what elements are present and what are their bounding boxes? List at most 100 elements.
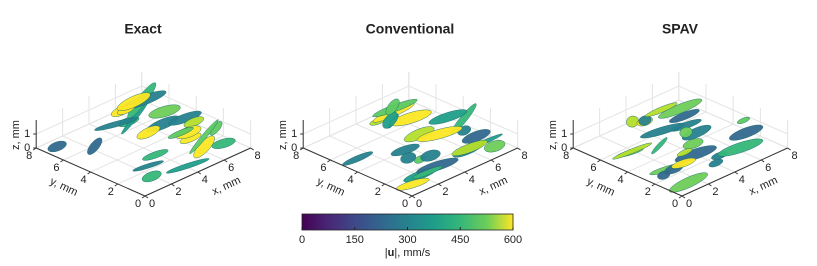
x-tick-label: 6	[228, 162, 234, 174]
tick-mark	[114, 183, 119, 187]
tick-mark	[411, 195, 416, 199]
tick-mark	[708, 183, 712, 187]
grid-line	[302, 85, 518, 135]
tick-mark	[60, 159, 64, 163]
x-axis-label: x, mm	[747, 174, 779, 198]
tick-mark	[197, 171, 202, 175]
isosurface	[717, 138, 764, 157]
x-tick-label: 8	[255, 150, 261, 162]
isosurface	[400, 152, 417, 164]
isosurface	[737, 116, 750, 124]
x-tick-label: 6	[765, 162, 771, 174]
isosurface	[428, 109, 468, 125]
x-tick-label: 2	[175, 186, 181, 198]
tick-mark	[250, 147, 254, 151]
colorbar-tick-label: 150	[346, 234, 364, 246]
z-tick-label: 1	[291, 128, 297, 140]
y-tick-label: 6	[53, 162, 59, 174]
isosurface	[669, 109, 700, 123]
y-tick-label: 2	[375, 186, 381, 198]
y-axis-label: y, mm	[585, 176, 616, 199]
tick-mark	[354, 171, 358, 175]
tick-mark	[651, 183, 656, 187]
x-tick-label: 0	[149, 198, 155, 210]
isosurface	[676, 148, 693, 157]
isosurface	[651, 137, 668, 155]
tick-mark	[87, 171, 91, 175]
tick-mark	[327, 159, 331, 163]
x-tick-label: 8	[792, 150, 798, 162]
x-axis-label: x, mm	[477, 174, 509, 198]
tick-mark	[408, 195, 413, 199]
isosurface	[708, 158, 724, 168]
y-axis-label: y, mm	[315, 176, 346, 199]
y-tick-label: 6	[320, 162, 326, 174]
isosurface	[640, 122, 685, 139]
tick-mark	[787, 147, 791, 151]
z-tick-label: 0	[561, 142, 567, 154]
isosurface	[668, 172, 708, 193]
isosurface	[729, 124, 764, 141]
isosurface	[645, 102, 678, 117]
x-tick-label: 2	[712, 186, 718, 198]
y-tick-label: 2	[645, 186, 651, 198]
colorbar-label-part: |, mm/s	[394, 247, 430, 259]
isosurface	[342, 151, 374, 166]
isosurface	[679, 126, 693, 138]
colorbar-tick-label: 600	[504, 234, 522, 246]
isosurface	[451, 139, 488, 157]
x-tick-label: 0	[416, 198, 422, 210]
tick-mark	[734, 171, 739, 175]
colorbar-tick-label: 300	[398, 234, 416, 246]
panel-title: Conventional	[366, 21, 455, 37]
grid-line	[63, 111, 170, 161]
tick-mark	[171, 183, 175, 187]
isosurface	[116, 92, 151, 111]
colorbar-label-part: |	[385, 247, 388, 259]
isosurface	[94, 117, 138, 131]
isosurface	[47, 140, 67, 153]
colorbar-tick-label: 0	[299, 234, 305, 246]
colorbar-label: |u|, mm/s	[385, 247, 431, 259]
y-tick-label: 4	[348, 174, 354, 186]
y-axis-label: y, mm	[48, 176, 79, 199]
isosurface	[416, 126, 463, 142]
isosurface	[141, 170, 162, 183]
tick-mark	[490, 159, 495, 163]
y-tick-label: 4	[81, 174, 87, 186]
isosurface	[671, 157, 696, 169]
grid-line	[627, 123, 734, 173]
y-tick-label: 0	[672, 198, 678, 210]
tick-mark	[681, 195, 686, 199]
isosurface	[132, 160, 164, 172]
isosurface	[385, 98, 400, 116]
isosurface	[412, 165, 443, 180]
z-axis-label: z, mm	[547, 120, 559, 150]
x-tick-label: 8	[522, 150, 528, 162]
isosurface	[211, 137, 236, 149]
z-tick-label: 1	[561, 128, 567, 140]
tick-mark	[144, 195, 149, 199]
x-tick-label: 0	[686, 198, 692, 210]
tick-mark	[517, 147, 521, 151]
isosurface	[166, 158, 210, 174]
tick-mark	[141, 195, 146, 199]
y-tick-label: 8	[26, 150, 32, 162]
tick-mark	[678, 195, 683, 199]
y-tick-label: 0	[402, 198, 408, 210]
isosurface	[484, 140, 506, 153]
z-tick-label: 1	[24, 128, 30, 140]
tick-mark	[760, 159, 765, 163]
isosurface	[382, 111, 399, 129]
x-tick-label: 2	[442, 186, 448, 198]
x-tick-label: 4	[739, 174, 745, 186]
y-tick-label: 8	[563, 150, 569, 162]
tick-mark	[624, 171, 628, 175]
colorbar-tick-label: 450	[451, 234, 469, 246]
x-tick-label: 4	[202, 174, 208, 186]
isosurface	[189, 119, 219, 155]
isosurface	[612, 142, 652, 160]
